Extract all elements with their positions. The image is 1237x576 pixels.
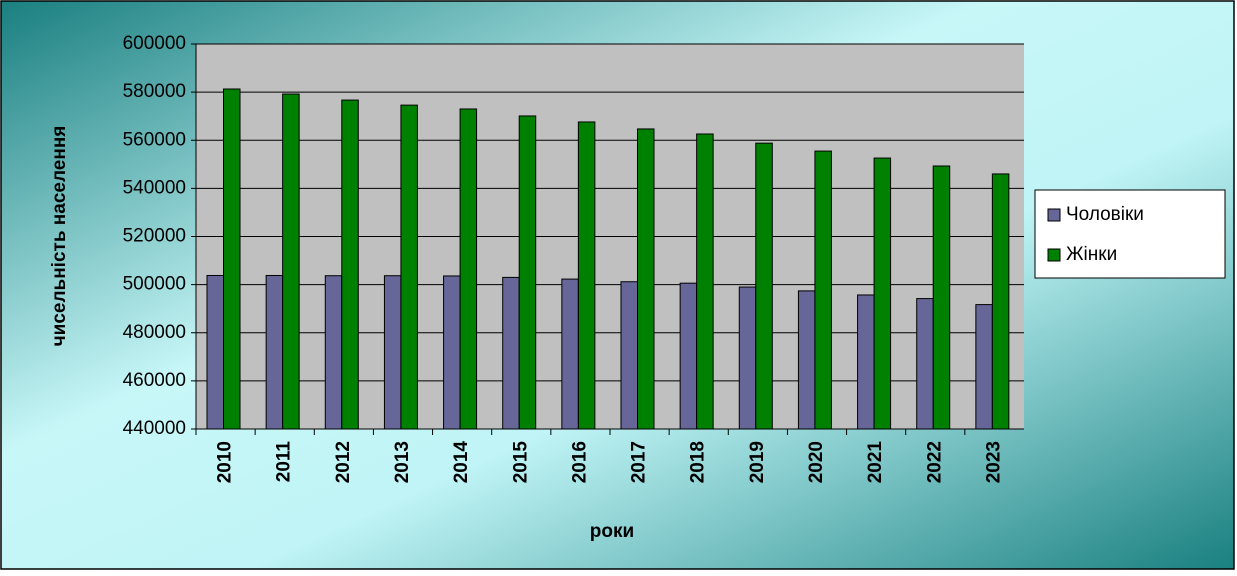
bar — [561, 278, 579, 430]
bar — [206, 274, 224, 430]
x-tick-label: 2020 — [806, 441, 827, 483]
x-tick-label: 2018 — [688, 441, 709, 483]
y-tick-label: 520000 — [123, 226, 186, 247]
x-tick-label: 2016 — [569, 441, 590, 483]
bar — [459, 108, 478, 430]
bar — [577, 121, 596, 430]
bar — [324, 275, 343, 430]
bar — [265, 274, 284, 430]
bar — [916, 298, 934, 430]
bar — [400, 104, 418, 430]
x-tick-label: 2013 — [392, 441, 413, 483]
legend-label: Жінки — [1066, 244, 1117, 265]
bar — [443, 275, 461, 430]
x-tick-label: 2010 — [215, 441, 236, 483]
bar — [341, 99, 359, 430]
x-tick-label: 2019 — [747, 441, 768, 483]
bar — [814, 150, 832, 430]
x-tick-label: 2023 — [983, 441, 1004, 483]
x-tick-label: 2015 — [510, 441, 531, 484]
y-tick-label: 500000 — [123, 274, 186, 295]
bar — [975, 304, 993, 430]
y-tick-label: 460000 — [123, 370, 186, 391]
bar — [637, 128, 655, 430]
legend-label: Чоловіки — [1066, 204, 1144, 225]
bar — [620, 281, 638, 430]
bar — [502, 276, 520, 430]
legend-box — [1034, 189, 1226, 279]
bar — [857, 294, 875, 430]
y-axis-title: чисельність населення — [49, 126, 70, 347]
x-axis-title: роки — [590, 521, 634, 542]
y-tick-label: 540000 — [123, 177, 186, 198]
bar — [696, 133, 714, 430]
x-tick-label: 2011 — [274, 441, 295, 483]
legend-swatch — [1047, 208, 1061, 222]
bar — [932, 165, 951, 430]
legend-swatch — [1047, 248, 1061, 262]
y-tick-label: 580000 — [123, 81, 186, 102]
y-tick-label: 600000 — [123, 33, 186, 54]
bar — [755, 142, 773, 430]
x-tick-label: 2012 — [333, 441, 354, 483]
bar — [679, 282, 698, 430]
y-tick-label: 440000 — [123, 418, 186, 439]
bar — [991, 173, 1010, 430]
y-tick-label: 480000 — [123, 322, 186, 343]
bar — [518, 115, 537, 430]
bar — [282, 93, 300, 430]
bar — [223, 88, 241, 430]
x-tick-label: 2021 — [865, 441, 886, 484]
bar — [383, 275, 402, 430]
bar — [738, 286, 757, 430]
bar — [873, 157, 892, 430]
x-tick-label: 2022 — [924, 441, 945, 483]
x-tick-label: 2017 — [629, 441, 650, 483]
bar — [797, 290, 816, 430]
y-tick-label: 560000 — [123, 129, 186, 150]
x-tick-label: 2014 — [451, 441, 472, 484]
